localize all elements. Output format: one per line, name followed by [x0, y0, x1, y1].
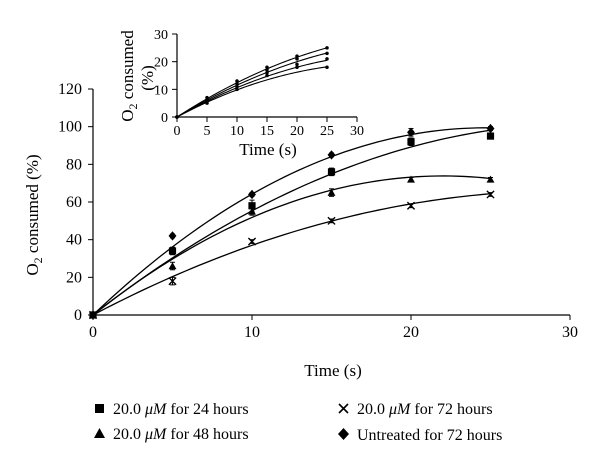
x-tick-label: 10	[244, 324, 260, 341]
series-trendline-4	[176, 66, 328, 118]
data-point-dot	[295, 54, 299, 58]
data-point-square	[327, 168, 336, 176]
data-point-dot	[235, 79, 239, 83]
data-point-diamond	[89, 310, 97, 320]
data-point-diamond	[327, 150, 336, 160]
legend-item-24h: 20.0 μM for 24 hours	[95, 401, 249, 418]
data-point-dot	[265, 70, 269, 75]
x-tick-label: 5	[204, 124, 211, 139]
data-point-dot	[205, 95, 209, 100]
data-point-dot	[175, 115, 179, 119]
x-tick-label: 20	[290, 124, 304, 139]
x-tick-label: 30	[562, 324, 578, 341]
x-tick-label: 0	[89, 324, 97, 341]
data-point-square	[486, 132, 495, 140]
legend-square-marker	[95, 404, 104, 413]
data-point-diamond	[248, 189, 256, 200]
data-point-square	[168, 247, 177, 255]
y-tick-label: 100	[58, 119, 82, 136]
data-point-triangle	[248, 207, 256, 215]
inset-y-axis-title: O2 consumed	[118, 30, 140, 122]
series-trendline-4	[92, 127, 491, 316]
data-point-dot	[265, 65, 269, 69]
x-tick-label: 20	[403, 324, 419, 341]
x-tick-label: 30	[350, 124, 364, 139]
legend-item-48h: 20.0 μM for 48 hours	[94, 426, 249, 443]
data-point-dot	[235, 82, 239, 86]
legend-x-marker	[338, 403, 349, 414]
y-tick-label: 10	[154, 83, 168, 98]
svg-text:20.0 μM for 72 hours: 20.0 μM for 72 hours	[357, 401, 493, 418]
inset-plot: 0 5 10 15 20 25 30 0 10 20 30	[154, 28, 364, 139]
data-point-dot	[265, 68, 269, 72]
data-point-dot	[325, 51, 329, 56]
legend-item-untreated: Untreated for 72 hours	[338, 427, 502, 444]
y-tick-label: 80	[66, 156, 82, 173]
series-trendline-2	[92, 175, 491, 316]
data-point-x	[168, 277, 177, 286]
legend: 20.0 μM for 24 hours 20.0 μM for 72 hour…	[94, 401, 502, 444]
data-point-triangle	[327, 188, 336, 196]
data-point-dot	[295, 62, 299, 67]
main-y-axis-title: O2 consumed (%)	[23, 154, 45, 275]
data-point-x	[406, 201, 416, 210]
data-point-x	[327, 216, 336, 225]
data-point-dot	[325, 65, 329, 69]
x-tick-label: 25	[320, 124, 334, 139]
svg-text:Untreated for 72 hours: Untreated for 72 hours	[357, 427, 502, 444]
legend-diamond-marker	[338, 428, 349, 440]
y-tick-label: 20	[154, 56, 168, 71]
data-point-diamond	[407, 127, 415, 137]
y-tick-label: 30	[154, 28, 168, 43]
data-point-triangle	[168, 262, 177, 270]
series-trendline-2	[176, 52, 328, 118]
x-tick-label: 0	[174, 124, 181, 139]
y-tick-label: 60	[66, 194, 82, 211]
data-point-triangle	[486, 175, 495, 183]
data-point-dot	[235, 87, 239, 92]
data-point-square	[248, 202, 256, 210]
x-tick-label: 10	[230, 124, 244, 139]
y-tick-label: 120	[58, 81, 82, 98]
data-point-dot	[205, 101, 209, 105]
y-tick-label: 40	[66, 232, 82, 249]
data-point-diamond	[486, 123, 495, 134]
series-trendline-1	[176, 47, 328, 118]
series-trendline-3	[176, 59, 328, 118]
legend-item-72h: 20.0 μM for 72 hours	[338, 401, 493, 418]
svg-text:20.0 μM for 24 hours: 20.0 μM for 24 hours	[113, 401, 249, 418]
series-trendline-3	[92, 193, 491, 316]
data-point-dot	[325, 46, 329, 50]
legend-triangle-marker	[94, 428, 105, 438]
data-point-dot	[295, 65, 299, 69]
inset-x-axis-title: Time (s)	[239, 140, 296, 159]
svg-text:20.0 μM for 48 hours: 20.0 μM for 48 hours	[113, 426, 249, 443]
y-tick-label: 0	[74, 307, 82, 324]
x-tick-label: 15	[260, 124, 274, 139]
data-point-dot	[235, 84, 239, 89]
data-point-dot	[265, 73, 269, 78]
y-tick-label: 20	[66, 269, 82, 286]
main-x-axis-title: Time (s)	[304, 361, 361, 380]
data-point-triangle	[407, 175, 415, 183]
data-point-x	[486, 190, 495, 199]
data-point-dot	[295, 57, 299, 61]
inset-y-axis-title-line2: (%)	[138, 65, 157, 90]
data-point-diamond	[168, 231, 177, 241]
data-point-dot	[325, 57, 329, 61]
y-tick-label: 0	[161, 111, 168, 126]
data-point-square	[407, 138, 415, 146]
data-point-x	[247, 237, 257, 246]
